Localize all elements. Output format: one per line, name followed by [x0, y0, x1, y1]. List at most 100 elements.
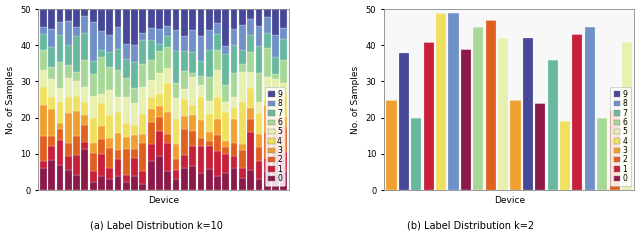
Bar	[56, 22, 63, 35]
Bar	[164, 171, 171, 190]
Bar	[173, 9, 179, 30]
Bar	[48, 67, 55, 79]
Bar	[198, 138, 204, 146]
Bar	[106, 148, 113, 167]
Bar	[156, 156, 163, 190]
Bar	[148, 161, 155, 190]
Bar	[173, 30, 179, 51]
Bar	[65, 21, 72, 45]
Bar	[264, 17, 271, 33]
Bar	[181, 9, 188, 36]
Bar	[181, 51, 188, 71]
Bar	[255, 9, 262, 26]
Legend: 9, 8, 7, 6, 5, 4, 3, 2, 1, 0: 9, 8, 7, 6, 5, 4, 3, 2, 1, 0	[611, 87, 630, 186]
Bar	[90, 143, 97, 153]
Bar	[473, 27, 483, 190]
Bar	[189, 146, 196, 166]
Bar	[140, 143, 147, 171]
Bar	[156, 28, 163, 43]
Bar	[81, 149, 88, 190]
Bar	[81, 115, 88, 125]
Bar	[148, 40, 155, 60]
Bar	[164, 143, 171, 171]
Bar	[173, 144, 179, 159]
Bar	[123, 182, 130, 190]
Bar	[81, 125, 88, 142]
Bar	[98, 154, 105, 176]
Bar	[189, 52, 196, 73]
Bar	[255, 112, 262, 134]
Bar	[214, 50, 221, 70]
Bar	[48, 47, 55, 67]
Bar	[222, 173, 229, 190]
Bar	[81, 142, 88, 149]
Bar	[214, 135, 221, 151]
Bar	[115, 159, 122, 176]
Bar	[115, 9, 122, 27]
Bar	[65, 78, 72, 97]
Bar	[560, 121, 570, 190]
Bar	[140, 9, 147, 33]
Bar	[264, 100, 271, 105]
Bar	[622, 42, 632, 190]
Bar	[272, 148, 279, 160]
Bar	[164, 112, 171, 134]
Bar	[81, 102, 88, 115]
Bar	[230, 168, 237, 190]
Legend: 9, 8, 7, 6, 5, 4, 3, 2, 1, 0: 9, 8, 7, 6, 5, 4, 3, 2, 1, 0	[265, 87, 285, 186]
Bar	[239, 50, 246, 64]
Bar	[510, 100, 520, 190]
Bar	[264, 105, 271, 131]
Bar	[123, 9, 130, 45]
Bar	[255, 73, 262, 102]
Bar	[106, 138, 113, 148]
Bar	[264, 170, 271, 190]
Bar	[81, 33, 88, 60]
Bar	[56, 102, 63, 123]
Bar	[247, 72, 254, 88]
Bar	[81, 9, 88, 15]
Bar	[156, 51, 163, 73]
Bar	[411, 118, 421, 190]
Bar	[48, 109, 55, 136]
Bar	[148, 80, 155, 97]
Bar	[206, 113, 212, 132]
Bar	[148, 97, 155, 109]
Bar	[230, 45, 237, 73]
Bar	[173, 119, 179, 144]
Bar	[164, 134, 171, 143]
Text: (b) Label Distribution k=2: (b) Label Distribution k=2	[407, 221, 534, 231]
Bar	[140, 88, 147, 114]
Bar	[181, 36, 188, 51]
Bar	[140, 40, 147, 64]
Bar	[148, 122, 155, 144]
Bar	[206, 77, 212, 101]
Bar	[156, 9, 163, 28]
Bar	[115, 112, 122, 133]
Bar	[148, 60, 155, 80]
Bar	[140, 184, 147, 190]
Bar	[272, 119, 279, 131]
Bar	[131, 149, 138, 158]
Bar	[56, 140, 63, 165]
Bar	[148, 28, 155, 40]
Bar	[156, 94, 163, 106]
Bar	[115, 176, 122, 190]
Bar	[164, 36, 171, 47]
Bar	[264, 158, 271, 170]
Bar	[181, 129, 188, 155]
Bar	[123, 45, 130, 59]
Bar	[65, 97, 72, 113]
Bar	[523, 38, 533, 190]
Bar	[247, 19, 254, 36]
Bar	[280, 127, 287, 152]
Bar	[81, 15, 88, 33]
Bar	[255, 26, 262, 46]
Bar	[48, 136, 55, 146]
Bar	[140, 114, 147, 134]
Bar	[535, 103, 545, 190]
Bar	[98, 9, 105, 31]
Bar	[214, 176, 221, 190]
Bar	[65, 65, 72, 78]
Bar	[40, 70, 47, 86]
